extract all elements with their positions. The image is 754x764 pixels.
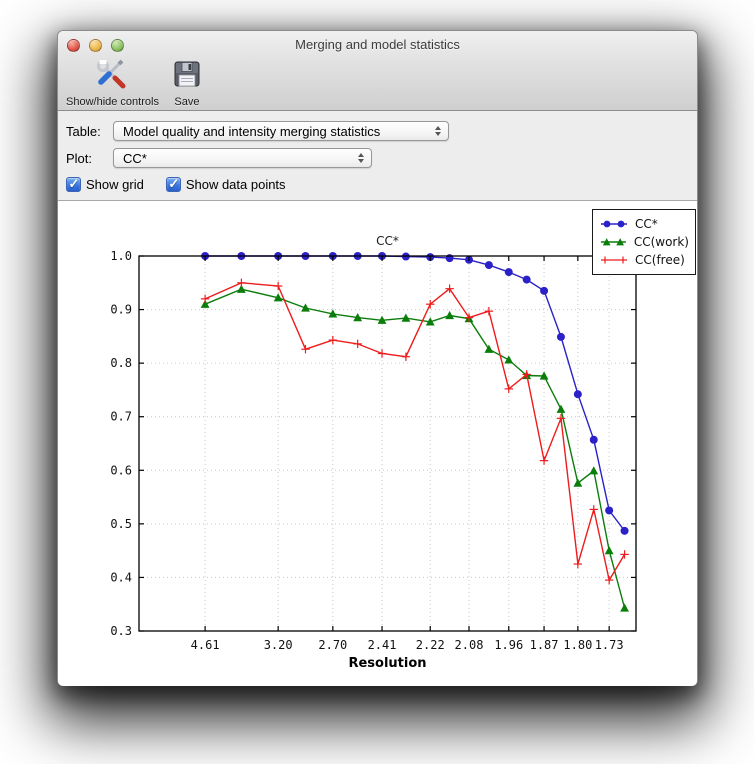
legend-entry-ccwork: CC(work) [599, 233, 689, 251]
show-grid-checkbox-item[interactable]: Show grid [66, 176, 144, 192]
chart-legend: CC* CC(work) CC(free) [592, 209, 696, 275]
titlebar[interactable]: Merging and model statistics [58, 31, 697, 57]
legend-entry-ccfree: CC(free) [599, 251, 689, 269]
zoom-button[interactable] [111, 39, 124, 52]
show-data-points-checkbox[interactable] [165, 176, 181, 192]
plot-panel: 4.61 3.20 2.70 2.41 2.22 2.08 1.96 1.87 1.80 1.73… [58, 201, 697, 686]
close-button[interactable] [67, 39, 80, 52]
show-hide-controls-button[interactable]: Show/hide controls [66, 59, 159, 108]
controls-panel: Table: Model quality and intensity mergi… [58, 111, 697, 201]
svg-text:1.0: 1.0 [110, 249, 132, 263]
legend-ccfree-marker-icon [601, 256, 627, 264]
plot-popup-value: CC* [123, 150, 147, 166]
svg-text:0.9: 0.9 [110, 303, 132, 317]
svg-text:0.4: 0.4 [110, 570, 132, 584]
svg-text:1.80: 1.80 [563, 638, 592, 652]
plot-label: Plot: [66, 150, 93, 166]
save-label: Save [174, 96, 200, 108]
svg-text:0.3: 0.3 [110, 624, 132, 638]
legend-label: CC(free) [635, 253, 685, 267]
svg-text:1.96: 1.96 [494, 638, 523, 652]
svg-text:2.70: 2.70 [318, 638, 347, 652]
table-label: Table: [66, 123, 101, 139]
window-header: Merging and model statistics [58, 31, 697, 111]
legend-entry-ccstar: CC* [599, 215, 689, 233]
legend-ccstar-marker-icon [601, 220, 627, 228]
svg-text:1.87: 1.87 [530, 638, 559, 652]
svg-text:2.41: 2.41 [368, 638, 397, 652]
svg-text:3.20: 3.20 [264, 638, 293, 652]
chart-canvas: 4.61 3.20 2.70 2.41 2.22 2.08 1.96 1.87 1.80 1.73… [110, 234, 637, 671]
show-data-points-checkbox-item[interactable]: Show data points [165, 176, 286, 192]
svg-text:0.8: 0.8 [110, 356, 132, 370]
show-grid-label: Show grid [86, 177, 144, 192]
svg-text:1.73: 1.73 [595, 638, 624, 652]
popup-arrows-icon [435, 122, 441, 140]
minimize-button[interactable] [89, 39, 102, 52]
plot-popup[interactable]: CC* [113, 148, 372, 168]
window-title: Merging and model statistics [295, 37, 460, 52]
show-grid-checkbox[interactable] [66, 176, 81, 192]
legend-label: CC(work) [633, 235, 689, 249]
save-floppy-icon [173, 59, 201, 94]
svg-text:2.22: 2.22 [416, 638, 445, 652]
legend-ccwork-marker-icon [600, 238, 626, 246]
table-popup-value: Model quality and intensity merging stat… [123, 123, 381, 139]
popup-arrows-icon [358, 149, 364, 167]
svg-text:2.08: 2.08 [455, 638, 484, 652]
app-window: Merging and model statistics [57, 30, 698, 686]
show-data-points-label: Show data points [185, 177, 286, 192]
table-popup[interactable]: Model quality and intensity merging stat… [113, 121, 449, 141]
legend-label: CC* [635, 217, 658, 231]
tools-icon [95, 59, 129, 94]
svg-text:0.5: 0.5 [110, 517, 132, 531]
svg-text:4.61: 4.61 [191, 638, 220, 652]
save-button[interactable]: Save [173, 59, 201, 108]
show-hide-controls-label: Show/hide controls [66, 96, 159, 108]
svg-text:0.7: 0.7 [110, 410, 132, 424]
svg-text:Resolution: Resolution [348, 656, 426, 671]
svg-text:0.6: 0.6 [110, 463, 132, 477]
toolbar: Show/hide controls Save [62, 59, 201, 108]
svg-text:CC*: CC* [376, 234, 399, 248]
